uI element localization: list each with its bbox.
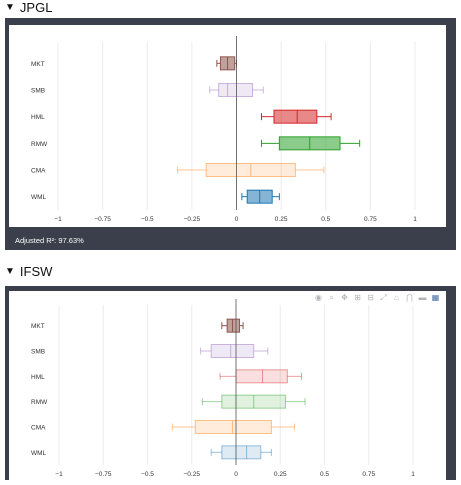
y-category-label: RMW [31, 399, 48, 406]
iqr-box [210, 344, 255, 358]
box-rmw[interactable] [201, 394, 306, 409]
plot-area: −1 −0.75 −0.5 −0.25 0 0.25 0.5 0.75 1 MKT SMB HML RM… [9, 25, 446, 227]
adjusted-r2-label: Adjusted R²: 97.63% [5, 230, 456, 250]
y-category-label: CMA [31, 168, 46, 175]
iqr-box [221, 445, 262, 460]
x-tick-label: 0.25 [275, 216, 288, 223]
iqr-box [218, 83, 254, 97]
collapse-triangle-icon[interactable]: ▼ [5, 2, 15, 13]
box-mkt[interactable] [216, 56, 237, 71]
x-tick-label: 0.5 [320, 471, 329, 478]
pan-icon[interactable]: ✥ [341, 293, 348, 302]
iqr-box [194, 420, 272, 434]
x-tick-label: 0.25 [274, 471, 287, 478]
box-smb[interactable] [209, 83, 264, 97]
x-tick-label: 1 [411, 471, 415, 478]
y-category-label: CMA [31, 425, 46, 432]
zoom-in-icon[interactable]: ⊞ [354, 293, 361, 302]
iqr-box [273, 109, 318, 124]
y-category-label: WML [31, 194, 47, 201]
y-category-label: RMW [31, 141, 48, 148]
home-icon[interactable]: ⌂ [394, 293, 399, 302]
box-smb[interactable] [200, 344, 269, 358]
y-category-label: MKT [31, 61, 45, 68]
chart-panel-ifsw: −1 −0.75 −0.5 −0.25 0 0.25 0.5 0.75 1 MKT SMB HML RM… [5, 286, 456, 480]
plotly-logo-icon[interactable]: ▦ [431, 293, 440, 302]
x-tick-label: −0.5 [141, 216, 154, 223]
zoom-out-icon[interactable]: ⊟ [367, 293, 374, 302]
plot-toolbar: ◉ ⌕ ✥ ⊞ ⊟ ⤢ ⌂ ⋂ ▬ ▦ [314, 293, 440, 303]
x-tick-label: −0.25 [184, 471, 201, 478]
x-tick-label: 0.75 [364, 216, 377, 223]
y-category-label: SMB [31, 349, 45, 356]
x-tick-label: 0.75 [362, 471, 375, 478]
iqr-box [205, 163, 296, 177]
box-wml[interactable] [241, 189, 280, 204]
section-title: IFSW [19, 264, 53, 279]
box-cma[interactable] [177, 163, 325, 177]
collapse-triangle-icon[interactable]: ▼ [5, 266, 15, 277]
adjusted-r2-text: Adjusted R²: 97.63% [15, 235, 84, 245]
x-tick-label: 0 [235, 216, 239, 223]
x-tick-label: 0 [234, 471, 238, 478]
zoom-icon[interactable]: ⌕ [329, 293, 334, 302]
chart-panel-jpgl: −1 −0.75 −0.5 −0.25 0 0.25 0.5 0.75 1 MKT SMB HML RM… [5, 18, 456, 250]
box-hml[interactable] [260, 109, 332, 124]
spike-lines-icon[interactable]: ⋂ [406, 293, 413, 302]
box-wml[interactable] [210, 445, 272, 460]
iqr-box [235, 369, 288, 384]
x-tick-label: −0.5 [141, 471, 154, 478]
x-tick-label: 1 [413, 216, 417, 223]
section-header-jpgl[interactable]: ▼ JPGL [5, 0, 52, 15]
compare-icon[interactable]: ▬ [418, 293, 427, 302]
x-tick-label: −0.75 [94, 216, 111, 223]
x-tick-label: −1 [54, 216, 62, 223]
section-header-ifsw[interactable]: ▼ IFSW [5, 264, 52, 279]
section-title: JPGL [19, 0, 53, 15]
x-tick-label: −1 [55, 471, 63, 478]
y-category-label: SMB [31, 88, 45, 95]
box-hml[interactable] [219, 369, 302, 384]
box-plot-chart: −1 −0.75 −0.5 −0.25 0 0.25 0.5 0.75 1 MKT SMB HML RM… [31, 299, 415, 478]
box-plot-chart: −1 −0.75 −0.5 −0.25 0 0.25 0.5 0.75 1 MKT SMB HML RM… [31, 36, 417, 223]
y-category-label: HML [31, 374, 45, 381]
iqr-box [221, 394, 287, 409]
x-tick-label: 0.5 [321, 216, 330, 223]
y-category-label: WML [31, 450, 47, 457]
plot-area: −1 −0.75 −0.5 −0.25 0 0.25 0.5 0.75 1 MKT SMB HML RM… [9, 291, 446, 480]
box-cma[interactable] [171, 420, 295, 434]
box-rmw[interactable] [260, 136, 361, 151]
y-category-label: MKT [31, 323, 45, 330]
x-tick-label: −0.25 [184, 216, 201, 223]
autoscale-icon[interactable]: ⤢ [380, 293, 387, 302]
camera-icon[interactable]: ◉ [315, 293, 322, 302]
box-mkt[interactable] [221, 318, 244, 333]
y-category-label: HML [31, 114, 45, 121]
iqr-box [226, 318, 241, 333]
x-tick-label: −0.75 [95, 471, 112, 478]
